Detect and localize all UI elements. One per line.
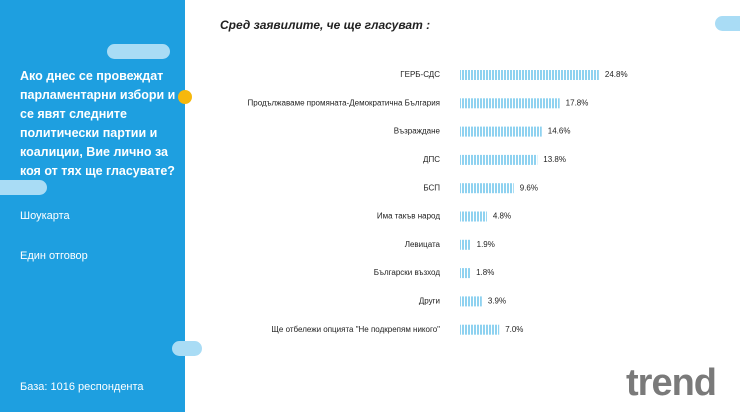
answer-type: Един отговор — [20, 250, 88, 262]
category-label: БСП — [423, 183, 440, 192]
question: Ако днес се провеждат парламентарни избо… — [20, 69, 176, 178]
value-label: 24.8% — [605, 70, 628, 79]
bar — [460, 126, 542, 137]
decor-dot — [178, 90, 192, 104]
logo: trend — [626, 362, 717, 404]
bar — [460, 211, 487, 222]
category-label: Левицата — [405, 240, 441, 249]
value-label: 4.8% — [493, 212, 511, 221]
bar — [460, 296, 482, 307]
value-label: 14.6% — [548, 127, 571, 136]
decor-pill — [107, 44, 170, 59]
value-label: 3.9% — [488, 297, 506, 306]
bar — [460, 183, 514, 194]
category-label: Продължаваме промяната-Демократична Бълг… — [248, 98, 440, 107]
decor-pill — [172, 341, 202, 356]
bar — [460, 70, 599, 80]
category-label: Има такъв народ — [377, 212, 441, 221]
bar — [460, 239, 471, 250]
category-label: Други — [419, 297, 440, 306]
value-label: 9.6% — [520, 183, 538, 192]
decor-pill — [715, 16, 740, 31]
decor-pill — [0, 180, 47, 195]
bar — [460, 268, 471, 279]
value-label: 13.8% — [543, 155, 566, 164]
category-label: Възраждане — [394, 127, 441, 136]
category-label: ГЕРБ-СДС — [400, 70, 440, 79]
value-label: 1.8% — [476, 268, 494, 277]
bar — [460, 324, 500, 335]
method: Шоукарта — [20, 210, 70, 222]
bar — [460, 98, 560, 109]
value-label: 17.8% — [566, 98, 589, 107]
side-panel — [0, 0, 185, 412]
category-label: ДПС — [423, 155, 440, 164]
value-label: 1.9% — [477, 240, 495, 249]
category-label: Български възход — [374, 268, 441, 277]
chart-title: Сред заявилите, че ще гласуват : — [220, 18, 430, 32]
base: База: 1016 респондента — [20, 381, 144, 393]
bar — [460, 154, 538, 165]
value-label: 7.0% — [505, 325, 523, 334]
category-label: Ще отбележи опцията "Не подкрепям никого… — [271, 325, 440, 334]
